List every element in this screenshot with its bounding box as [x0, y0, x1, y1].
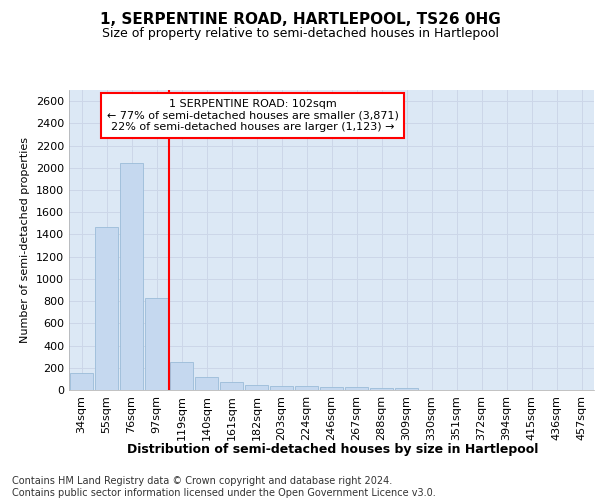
- Bar: [370, 388, 393, 390]
- Bar: [295, 386, 318, 390]
- Bar: [120, 164, 143, 390]
- Bar: [170, 362, 193, 390]
- Bar: [220, 382, 243, 390]
- Bar: [270, 386, 293, 390]
- Text: Distribution of semi-detached houses by size in Hartlepool: Distribution of semi-detached houses by …: [127, 442, 539, 456]
- Bar: [395, 388, 418, 390]
- Text: Size of property relative to semi-detached houses in Hartlepool: Size of property relative to semi-detach…: [101, 28, 499, 40]
- Bar: [145, 298, 168, 390]
- Text: Contains HM Land Registry data © Crown copyright and database right 2024.
Contai: Contains HM Land Registry data © Crown c…: [12, 476, 436, 498]
- Text: 1, SERPENTINE ROAD, HARTLEPOOL, TS26 0HG: 1, SERPENTINE ROAD, HARTLEPOOL, TS26 0HG: [100, 12, 500, 28]
- Bar: [245, 385, 268, 390]
- Bar: [70, 373, 93, 390]
- Bar: [345, 387, 368, 390]
- Bar: [320, 386, 343, 390]
- Text: 1 SERPENTINE ROAD: 102sqm
← 77% of semi-detached houses are smaller (3,871)
22% : 1 SERPENTINE ROAD: 102sqm ← 77% of semi-…: [107, 99, 398, 132]
- Y-axis label: Number of semi-detached properties: Number of semi-detached properties: [20, 137, 31, 343]
- Bar: [195, 377, 218, 390]
- Bar: [95, 226, 118, 390]
